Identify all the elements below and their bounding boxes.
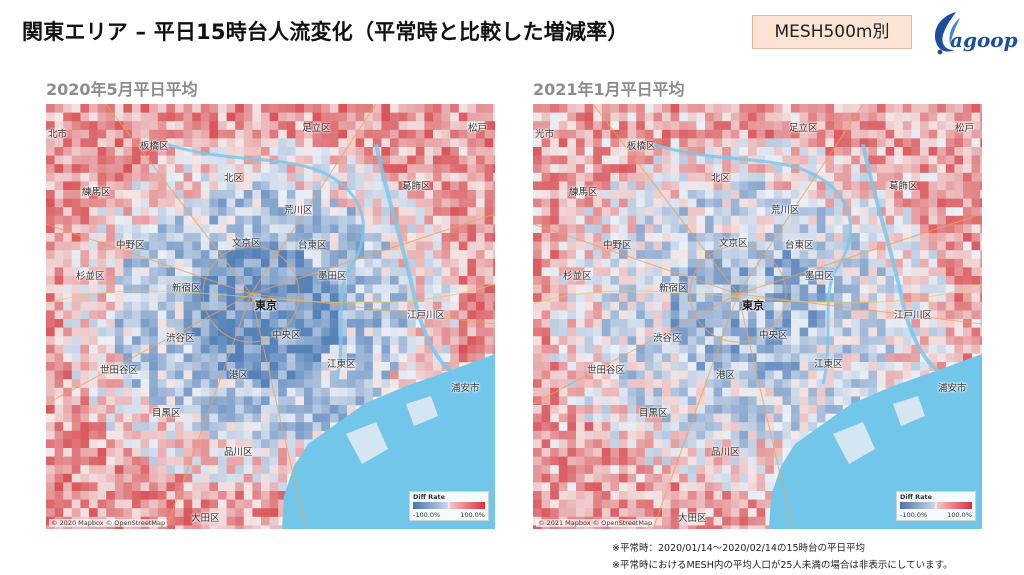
mesh-heatmap-2021 bbox=[533, 104, 982, 529]
legend-title: Diff Rate bbox=[413, 493, 446, 501]
ward-label: 文京区 bbox=[232, 238, 261, 249]
diff-rate-legend: Diff Rate -100.0% 100.0% bbox=[409, 491, 489, 521]
ward-label: 葛飾区 bbox=[402, 181, 431, 192]
map-attribution[interactable]: © 2021 Mapbox © OpenStreetMap bbox=[536, 519, 655, 527]
ward-label: 新宿区 bbox=[659, 283, 688, 294]
ward-label: 江東区 bbox=[814, 359, 843, 370]
mesh-heatmap-2020 bbox=[46, 104, 495, 529]
ward-label: 渋谷区 bbox=[653, 333, 682, 344]
ward-label: 松戸 bbox=[468, 123, 488, 134]
ward-label: 杉並区 bbox=[563, 271, 592, 282]
ward-label: 杉並区 bbox=[76, 271, 105, 282]
ward-label: 目黒区 bbox=[639, 408, 668, 419]
ward-label: 中央区 bbox=[272, 330, 301, 341]
ward-label: 世田谷区 bbox=[587, 365, 626, 376]
ward-label: 新宿区 bbox=[172, 283, 201, 294]
ward-label: 荒川区 bbox=[771, 205, 800, 216]
ward-label-tokyo: 東京 bbox=[742, 299, 764, 312]
ward-label: 北区 bbox=[711, 173, 731, 184]
ward-label: 松戸 bbox=[955, 123, 975, 134]
ward-label: 江戸川区 bbox=[894, 310, 933, 321]
swirl-icon bbox=[934, 12, 960, 55]
ward-label: 江戸川区 bbox=[407, 310, 446, 321]
ward-label-tokyo: 東京 bbox=[255, 299, 277, 312]
ward-label: 品川区 bbox=[711, 447, 740, 458]
ward-label: 光市 bbox=[535, 129, 555, 140]
ward-label: 板橋区 bbox=[627, 141, 656, 152]
ward-label: 墨田区 bbox=[318, 271, 347, 282]
ward-label: 港区 bbox=[716, 370, 736, 381]
ward-label: 江東区 bbox=[327, 359, 356, 370]
ward-label: 練馬区 bbox=[82, 187, 111, 198]
ward-label: 目黒区 bbox=[152, 408, 181, 419]
footnote-baseline: ※平常時：2020/01/14〜2020/02/14の15時台の平日平均 bbox=[612, 543, 866, 554]
legend-min: -100.0% bbox=[900, 511, 928, 519]
mesh-size-badge: MESH500m別 bbox=[752, 15, 912, 49]
ward-label: 墨田区 bbox=[805, 271, 834, 282]
ward-label: 足立区 bbox=[302, 123, 331, 134]
ward-label: 港区 bbox=[229, 370, 249, 381]
map-2020[interactable]: 北市 板橋区 足立区 松戸 北区 練馬区 葛飾区 荒川区 中野区 文京区 台東区… bbox=[46, 104, 495, 529]
panel-label-2021: 2021年1月平日平均 bbox=[533, 80, 685, 99]
ward-label: 世田谷区 bbox=[100, 365, 139, 376]
ward-label: 渋谷区 bbox=[166, 333, 195, 344]
map-attribution[interactable]: © 2020 Mapbox © OpenStreetMap bbox=[49, 519, 168, 527]
ward-label: 板橋区 bbox=[140, 141, 169, 152]
legend-max: 100.0% bbox=[947, 511, 972, 519]
ward-label: 浦安市 bbox=[451, 383, 480, 394]
ward-label: 浦安市 bbox=[938, 383, 967, 394]
legend-min: -100.0% bbox=[413, 511, 441, 519]
ward-label: 中央区 bbox=[759, 330, 788, 341]
diff-rate-legend: Diff Rate -100.0% 100.0% bbox=[896, 491, 976, 521]
ward-label: 台東区 bbox=[298, 240, 327, 251]
ward-label: 葛飾区 bbox=[889, 181, 918, 192]
ward-label: 文京区 bbox=[719, 238, 748, 249]
ward-label: 大田区 bbox=[191, 513, 220, 524]
ward-label: 足立区 bbox=[789, 123, 818, 134]
ward-label: 北市 bbox=[48, 129, 68, 140]
ward-label: 荒川区 bbox=[284, 205, 313, 216]
legend-gradient bbox=[413, 502, 485, 509]
ward-label: 中野区 bbox=[116, 240, 145, 251]
legend-title: Diff Rate bbox=[900, 493, 933, 501]
logo-wordmark: agoop bbox=[950, 28, 1018, 52]
ward-label: 北区 bbox=[224, 173, 244, 184]
ward-label: 大田区 bbox=[678, 513, 707, 524]
map-2021[interactable]: 光市 板橋区 足立区 松戸 北区 練馬区 葛飾区 荒川区 中野区 文京区 台東区… bbox=[533, 104, 982, 529]
ward-label: 品川区 bbox=[224, 447, 253, 458]
slide-title: 関東エリア – 平日15時台人流変化（平常時と比較した増減率） bbox=[22, 20, 629, 44]
ward-label: 練馬区 bbox=[569, 187, 598, 198]
legend-gradient bbox=[900, 502, 972, 509]
legend-max: 100.0% bbox=[460, 511, 485, 519]
ward-label: 中野区 bbox=[603, 240, 632, 251]
ward-label: 台東区 bbox=[785, 240, 814, 251]
panel-label-2020: 2020年5月平日平均 bbox=[46, 80, 198, 99]
footnote-threshold: ※平常時におけるMESH内の平均人口が25人未満の場合は非表示にしています。 bbox=[612, 560, 953, 571]
agoop-logo: agoop bbox=[922, 8, 1018, 60]
